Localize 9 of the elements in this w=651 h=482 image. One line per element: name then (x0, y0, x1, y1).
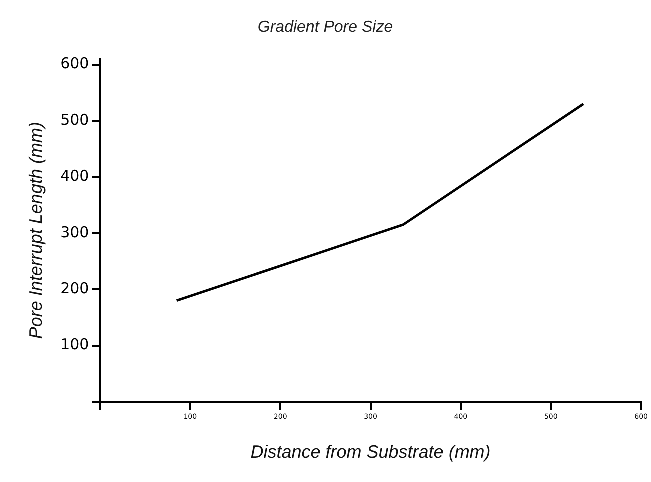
y-axis-title: Pore Interrupt Length (mm) (26, 122, 46, 340)
y-tick-label: 200 (60, 279, 90, 298)
y-tick-label: 500 (60, 110, 90, 129)
y-tick-label: 400 (60, 167, 90, 186)
chart-title: Gradient Pore Size (258, 19, 394, 36)
y-tick-label: 100 (60, 336, 90, 354)
y-tick-label: 300 (60, 223, 90, 242)
y-tick-label: 600 (60, 54, 90, 73)
x-axis-title: Distance from Substrate (mm) (250, 442, 491, 462)
